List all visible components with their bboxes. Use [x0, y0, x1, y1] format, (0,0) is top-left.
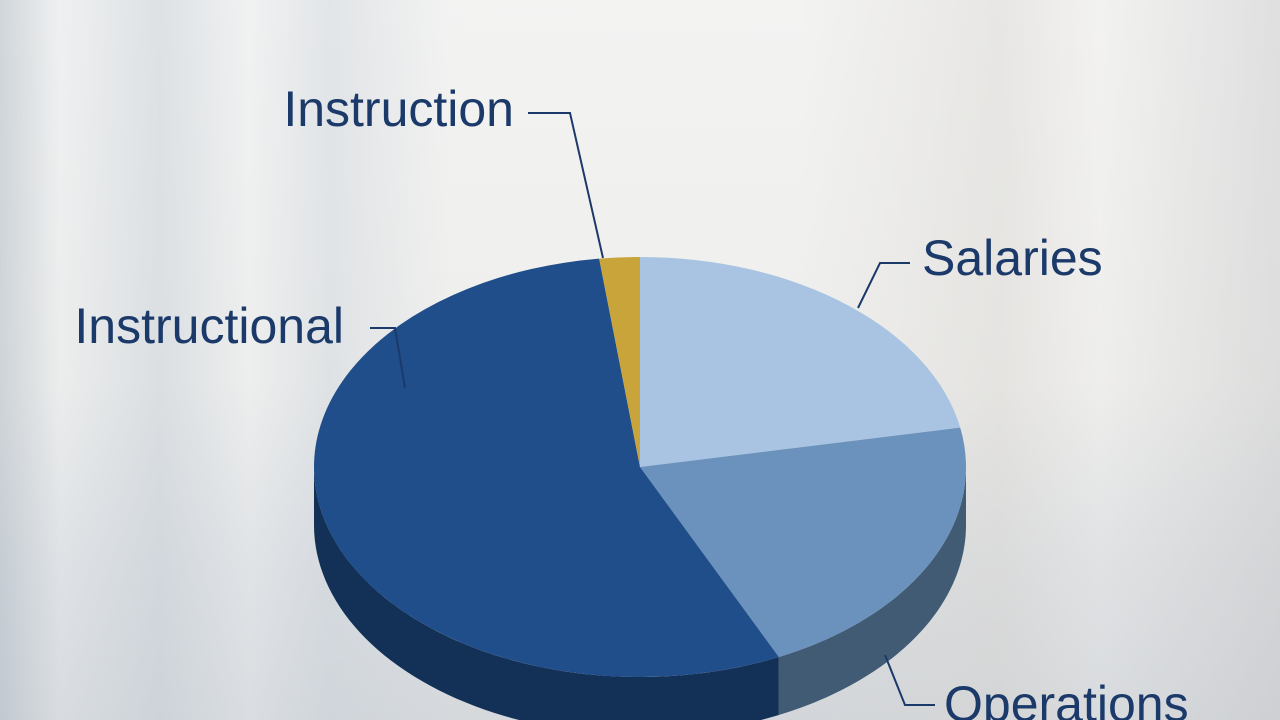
leader-line: [884, 654, 935, 706]
pie: [313, 257, 966, 720]
slice-label: Salaries: [922, 230, 1103, 286]
slice-label: Operations: [944, 676, 1189, 720]
slice: [599, 257, 640, 467]
slice-label: Instructional: [74, 298, 344, 354]
slice: [640, 257, 961, 467]
slice: [313, 258, 779, 677]
leader-line: [370, 327, 406, 389]
slice-side: [778, 467, 966, 716]
leader-line: [857, 262, 910, 309]
slice: [640, 427, 966, 658]
slice-label: Instruction: [283, 81, 514, 137]
leader-line: [528, 112, 604, 259]
slice-side: [314, 467, 779, 720]
